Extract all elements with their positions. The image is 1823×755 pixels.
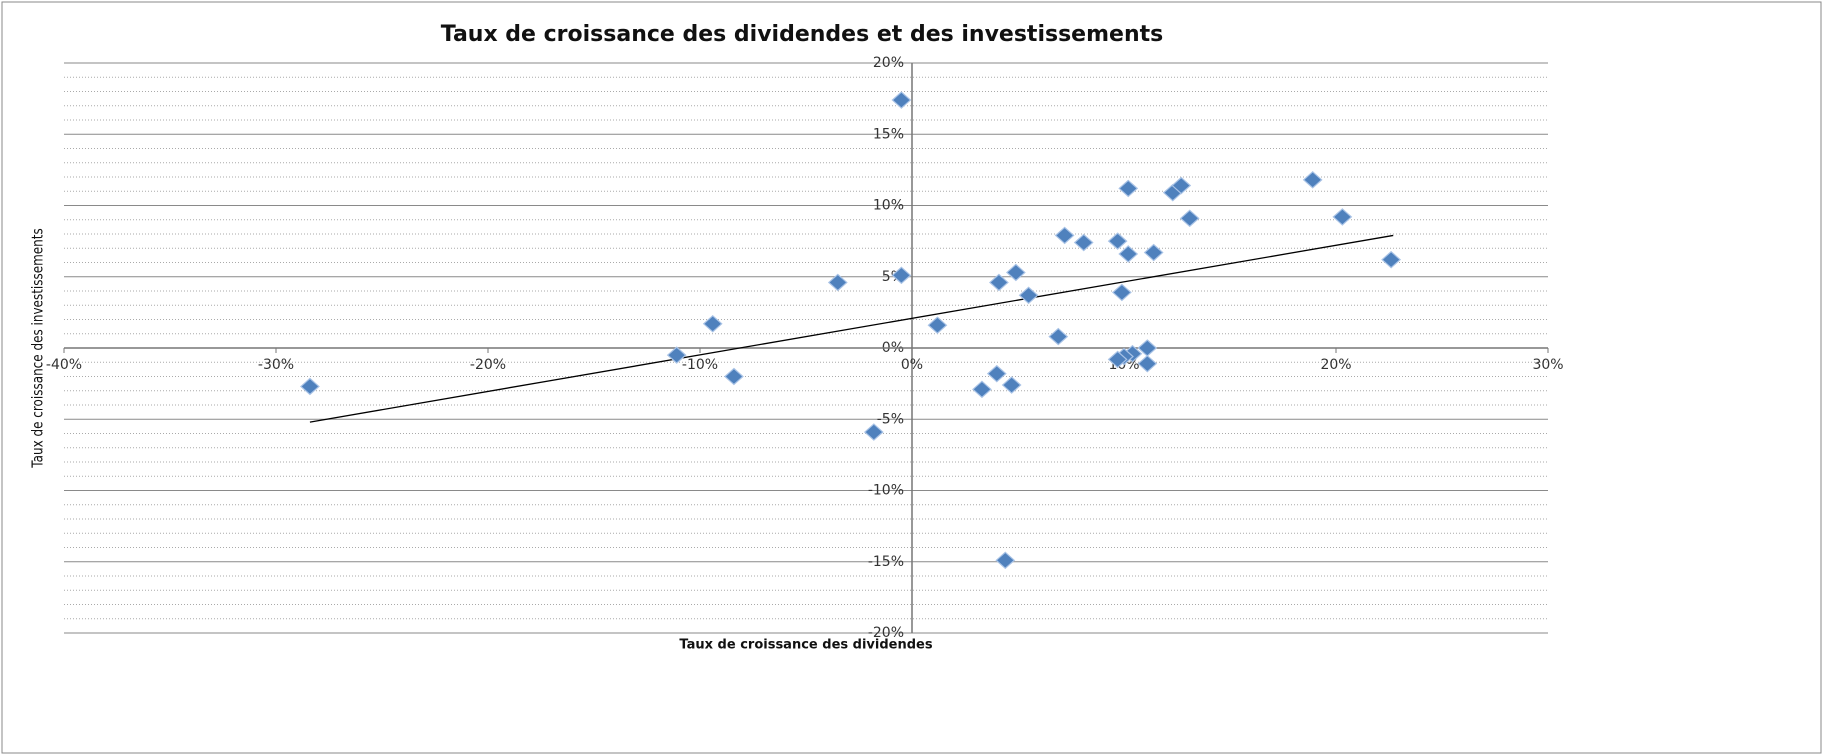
- scatter-point: [863, 423, 884, 441]
- scatter-point: [891, 266, 912, 285]
- scatter-point: [1302, 171, 1323, 189]
- scatter-point: [666, 346, 687, 364]
- scatter-point: [1018, 286, 1039, 305]
- scatter-point: [1073, 233, 1094, 252]
- scatter-point: [1111, 283, 1132, 302]
- scatter-point: [1137, 354, 1158, 373]
- y-tick-label: -10%: [868, 483, 904, 499]
- x-tick-label: -20%: [470, 357, 506, 373]
- y-tick-label: -20%: [868, 625, 904, 641]
- scatter-point: [1143, 243, 1164, 262]
- scatter-point: [827, 273, 848, 292]
- y-tick-label: 20%: [873, 55, 904, 71]
- y-tick-label: -15%: [868, 554, 904, 570]
- y-tick-label: 10%: [873, 198, 904, 214]
- scatter-point: [1054, 226, 1075, 245]
- x-tick-label: 30%: [1532, 357, 1563, 373]
- y-tick-label: 15%: [873, 126, 904, 142]
- scatter-point: [1005, 263, 1026, 282]
- scatter-point: [724, 367, 744, 386]
- x-tick-label: -30%: [258, 357, 294, 373]
- trendline: [309, 234, 1394, 423]
- x-tick-label: 0%: [901, 357, 923, 373]
- scatter-point: [891, 91, 912, 109]
- x-axis-title: Taux de croissance des dividendes: [679, 638, 932, 653]
- scatter-point: [1118, 245, 1139, 263]
- scatter-point: [300, 377, 320, 396]
- scatter-point: [927, 316, 948, 335]
- scatter-point: [989, 273, 1009, 292]
- scatter-point: [1171, 176, 1192, 195]
- scatter-point: [972, 380, 992, 399]
- scatter-point: [1118, 179, 1139, 198]
- scatter-point: [1107, 232, 1128, 250]
- scatter-point: [1107, 350, 1128, 369]
- scatter-point: [1179, 209, 1200, 228]
- scatter-point: [1048, 327, 1069, 346]
- chart-title: Taux de croissance des dividendes et des…: [441, 22, 1163, 47]
- scatter-point: [986, 364, 1007, 383]
- scatter-point: [995, 551, 1016, 570]
- scatter-point: [1332, 208, 1353, 226]
- scatter-point: [702, 314, 723, 333]
- x-tick-label: -10%: [682, 357, 718, 373]
- scatter-point: [1001, 376, 1022, 394]
- x-tick-label: 20%: [1320, 357, 1351, 373]
- x-tick-label: -40%: [46, 357, 82, 373]
- y-axis-title: Taux de croissance des investissements: [29, 228, 47, 468]
- y-tick-label: -5%: [877, 411, 904, 427]
- scatter-point: [1381, 250, 1402, 269]
